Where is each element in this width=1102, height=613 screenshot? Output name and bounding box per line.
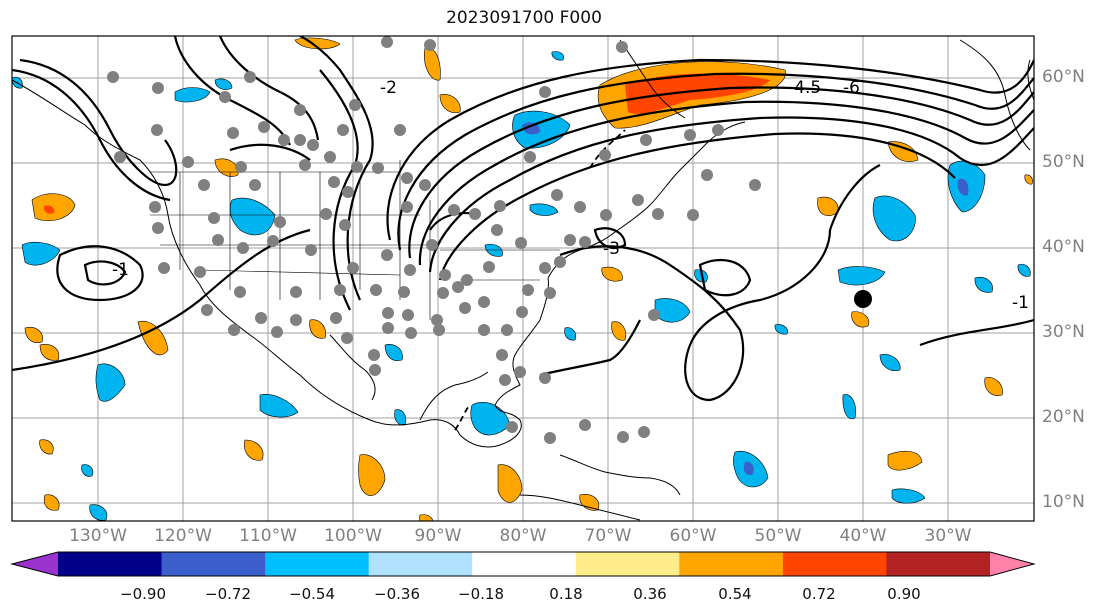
- strong-positive-core: [43, 73, 770, 214]
- lat-label: 30°N: [1042, 322, 1085, 342]
- contour-label: -1: [112, 260, 129, 280]
- lon-label: 110°W: [239, 526, 297, 546]
- colorbar-tick: 0.18: [549, 585, 583, 603]
- colorbar-tick: −0.18: [458, 585, 504, 603]
- colorbar-segments: [12, 552, 1034, 576]
- lon-label: 120°W: [154, 526, 212, 546]
- colorbar-segment: [472, 552, 577, 576]
- map-panel: -4.5 -6 -3 -1 -2 -1: [11, 35, 1035, 522]
- lat-label: 60°N: [1042, 67, 1085, 87]
- colorbar-outline: [10, 551, 1036, 577]
- lat-label: 20°N: [1042, 407, 1085, 427]
- contour-label: -3: [603, 239, 620, 259]
- map-title: 2023091700 F000: [446, 8, 602, 28]
- lon-label: 60°W: [669, 526, 717, 546]
- colorbar-segment: [161, 552, 266, 576]
- state-borders: [150, 160, 560, 320]
- map-frame: [11, 35, 1035, 522]
- colorbar-tick: −0.72: [205, 585, 251, 603]
- colorbar-segment: [368, 552, 473, 576]
- station-markers: [107, 36, 761, 444]
- lat-label: 10°N: [1042, 492, 1085, 512]
- colorbar-tick: 0.54: [718, 585, 752, 603]
- contour-label: -6: [843, 78, 860, 98]
- lon-label: 50°W: [754, 526, 802, 546]
- contour-label: -4.5: [788, 78, 821, 98]
- lon-label: 90°W: [414, 526, 462, 546]
- colorbar-tick: 0.36: [633, 585, 667, 603]
- lon-label: 30°W: [924, 526, 972, 546]
- contour-lines: [12, 36, 1034, 402]
- lon-label: 70°W: [584, 526, 632, 546]
- contour-label: -2: [380, 78, 397, 98]
- graticule: [12, 36, 1034, 521]
- lat-label: 50°N: [1042, 152, 1085, 172]
- colorbar-tick: −0.90: [120, 585, 166, 603]
- colorbar-tick: −0.54: [289, 585, 335, 603]
- colorbar-tick: 0.72: [802, 585, 836, 603]
- colorbar-segment: [679, 552, 784, 576]
- lat-label: 40°N: [1042, 237, 1085, 257]
- colorbar-segment: [575, 552, 680, 576]
- lon-label: 80°W: [499, 526, 547, 546]
- lon-label: 40°W: [839, 526, 887, 546]
- colorbar-segment: [58, 552, 163, 576]
- colorbar: [10, 551, 1036, 577]
- colorbar-segment: [782, 552, 887, 576]
- contour-label: -1: [1012, 293, 1029, 313]
- location-marker: [854, 290, 872, 308]
- colorbar-tick: −0.36: [374, 585, 420, 603]
- colorbar-segment: [886, 552, 991, 576]
- lon-label: 100°W: [324, 526, 382, 546]
- contour-label-group: -4.5 -6 -3 -1 -2 -1: [112, 78, 1029, 313]
- colorbar-tick: 0.90: [887, 585, 921, 603]
- lon-label: 130°W: [69, 526, 127, 546]
- colorbar-segment: [265, 552, 370, 576]
- colorbar-extend-high: [990, 552, 1034, 576]
- dashed-contours: [454, 129, 626, 431]
- strong-negative-core: [522, 122, 969, 476]
- colorbar-extend-low: [12, 552, 58, 576]
